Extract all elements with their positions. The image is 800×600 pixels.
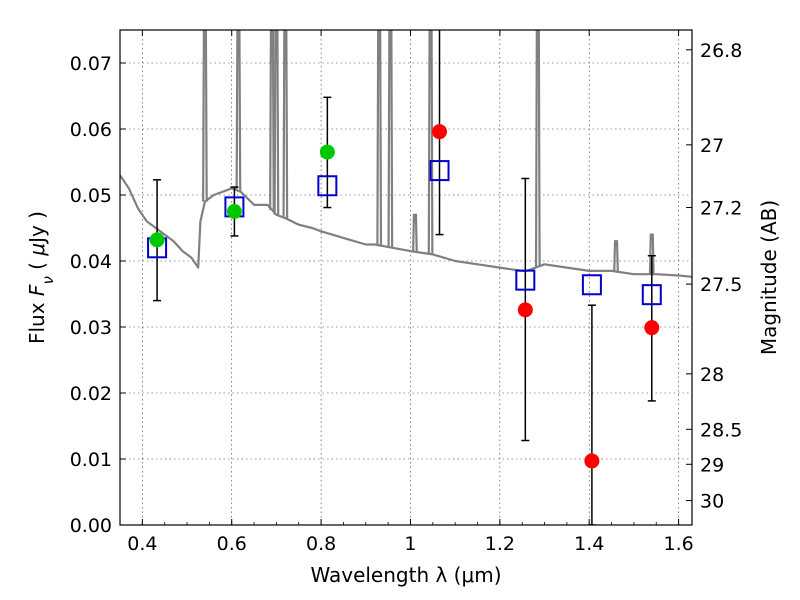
- right-axis-title: Magnitude (AB): [757, 200, 781, 355]
- emission-line-spike: [202, 30, 208, 202]
- y-tick-label: 0.04: [70, 251, 112, 273]
- x-tick-label: 0.8: [306, 533, 336, 555]
- x-tick-label: 1.4: [574, 533, 604, 555]
- model-photometry-point: [641, 284, 662, 306]
- right-tick-label: 28.5: [700, 419, 742, 441]
- plot-frame: [119, 29, 693, 526]
- right-tick-label: 28: [700, 364, 724, 386]
- svg-text:Flux Fν ( μJy ): Flux Fν ( μJy ): [25, 211, 57, 344]
- x-axis-title: Wavelength λ (μm): [310, 563, 501, 587]
- emission-line-spike: [412, 213, 418, 252]
- model-photometry-point: [429, 160, 450, 182]
- svg-text:Magnitude (AB): Magnitude (AB): [757, 200, 781, 355]
- axis-ticks: 0.4 0.6 0.8 1 1.2 1.4 1.6 0.00 0.01 0.02 0.03 0.04 0…: [70, 30, 742, 555]
- observed-flux-point: [226, 204, 242, 219]
- observed-flux-point: [319, 144, 335, 160]
- observed-flux-point: [517, 302, 533, 318]
- right-tick-label: 27: [700, 135, 724, 157]
- x-tick-label: 0.6: [217, 533, 247, 555]
- y-axis-title: Flux Fν ( μJy ): [25, 211, 57, 344]
- emission-line-spike: [235, 30, 242, 191]
- y-tick-label: 0.06: [70, 119, 112, 141]
- observed-flux-point: [584, 453, 600, 469]
- right-tick-label: 27.5: [700, 274, 742, 296]
- emission-line-spike: [534, 30, 541, 267]
- x-tick-label: 0.4: [127, 533, 157, 555]
- y-tick-label: 0.02: [70, 383, 112, 405]
- observed-flux-point: [149, 232, 165, 248]
- emission-line-spike: [613, 240, 619, 272]
- model-photometry-point: [515, 269, 536, 291]
- observed-flux-point: [432, 124, 448, 140]
- emission-line-spike: [427, 30, 434, 255]
- emission-line-spike: [648, 233, 655, 275]
- emission-line-spike: [387, 30, 394, 248]
- right-tick-label: 27.2: [700, 198, 742, 220]
- y-tick-label: 0.00: [70, 515, 112, 537]
- model-photometry-point: [581, 274, 602, 296]
- model-spectrum-line: [120, 174, 692, 278]
- emission-line-spike: [269, 30, 275, 210]
- right-tick-label: 26.8: [700, 40, 742, 62]
- right-tick-label: 29: [700, 454, 724, 476]
- model-photometry-point: [317, 175, 338, 197]
- x-tick-label: 1: [404, 533, 416, 555]
- observed-flux-point: [644, 320, 660, 336]
- y-tick-label: 0.05: [70, 185, 112, 207]
- y-tick-label: 0.01: [70, 449, 112, 471]
- markers-layer: [147, 30, 662, 525]
- emission-line-spike: [376, 30, 383, 246]
- emission-line-spike: [273, 30, 280, 215]
- x-tick-label: 1.2: [485, 533, 515, 555]
- plot-area: [120, 30, 692, 278]
- y-tick-label: 0.03: [70, 317, 112, 339]
- y-tick-label: 0.07: [70, 53, 112, 75]
- emission-line-spike: [282, 30, 289, 219]
- x-tick-label: 1.6: [663, 533, 693, 555]
- right-tick-label: 30: [700, 491, 724, 513]
